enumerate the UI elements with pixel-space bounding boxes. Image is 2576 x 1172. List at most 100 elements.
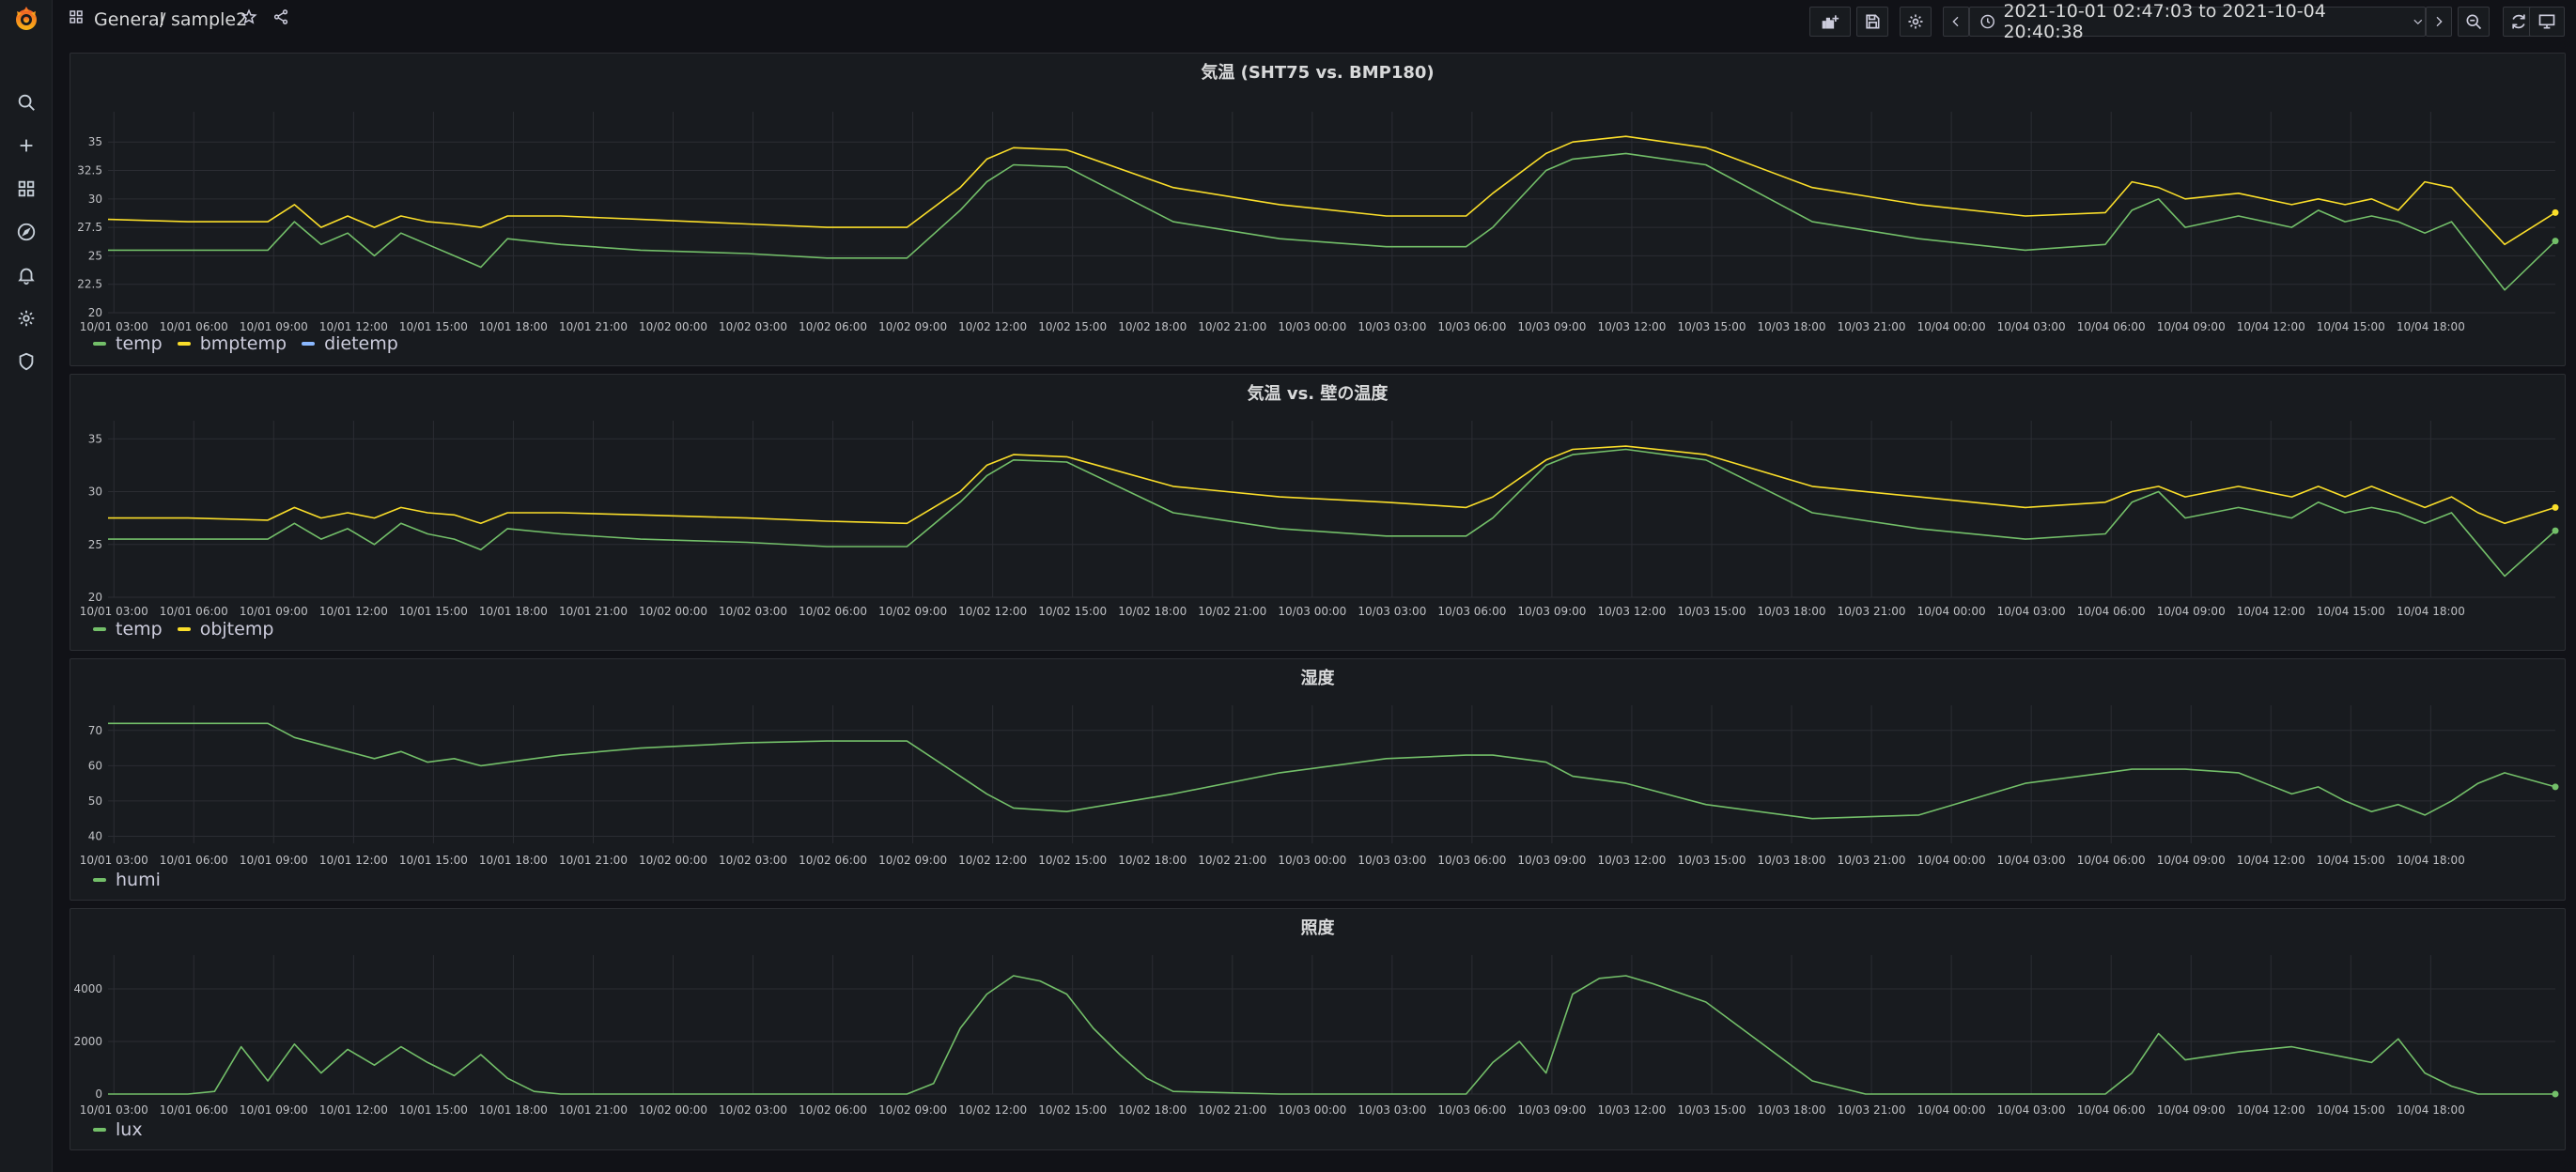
y-tick-label: 25	[88, 538, 102, 551]
zoom-out-button[interactable]	[2458, 7, 2490, 37]
x-tick-label: 10/04 00:00	[1917, 854, 1986, 867]
x-tick-label: 10/02 03:00	[719, 1103, 787, 1117]
panel-humidity[interactable]: 湿度 40 50 60 70 10/01 03:00 10/01 06:00 10/01 0…	[70, 658, 2566, 901]
explore-compass-icon[interactable]	[11, 217, 41, 247]
alerting-bell-icon[interactable]	[11, 260, 41, 290]
x-tick-label: 10/02 12:00	[958, 320, 1027, 333]
x-tick-label: 10/03 03:00	[1358, 605, 1426, 618]
legend-swatch	[93, 342, 106, 346]
x-tick-label: 10/03 12:00	[1597, 320, 1666, 333]
x-tick-label: 10/02 18:00	[1118, 1103, 1187, 1117]
x-tick-label: 10/01 03:00	[80, 605, 148, 618]
plus-icon[interactable]	[11, 131, 41, 161]
chart-temperature-sht75-bmp180[interactable]: 20 22.5 25 27.5 30 32.5 35 10/01 03:00 10/01 06:…	[70, 54, 2567, 367]
x-tick-label: 10/04 09:00	[2157, 854, 2226, 867]
clock-icon	[1980, 14, 1994, 29]
x-tick-label: 10/04 12:00	[2237, 320, 2305, 333]
share-icon[interactable]	[272, 8, 295, 31]
chart-humidity[interactable]: 40 50 60 70 10/01 03:00 10/01 06:00 10/01 09:0…	[70, 659, 2567, 902]
save-dashboard-button[interactable]	[1856, 7, 1888, 37]
panel-illuminance[interactable]: 照度 0 2000 4000 10/01 03:00 10/01 06:00 10/01 …	[70, 908, 2566, 1150]
x-tick-label: 10/02 03:00	[719, 320, 787, 333]
x-tick-label: 10/01 15:00	[399, 605, 468, 618]
grafana-logo-icon[interactable]	[11, 4, 41, 34]
time-shift-forward-button[interactable]	[2426, 7, 2452, 37]
dashboards-grid-icon[interactable]	[11, 174, 41, 204]
series-line-temp[interactable]	[108, 152, 2556, 291]
x-tick-label: 10/03 00:00	[1278, 320, 1346, 333]
legend-item-bmptemp[interactable]: bmptemp	[177, 333, 287, 354]
legend-item-objtemp[interactable]: objtemp	[177, 619, 273, 640]
x-tick-label: 10/02 21:00	[1198, 854, 1266, 867]
y-tick-label: 2000	[73, 1035, 102, 1048]
dashboard-title[interactable]: sample2	[171, 9, 248, 30]
series-last-point-bmptemp[interactable]	[2552, 208, 2559, 216]
x-tick-label: 10/01 18:00	[479, 320, 548, 333]
x-tick-label: 10/04 18:00	[2397, 854, 2465, 867]
star-icon[interactable]	[241, 8, 263, 31]
series-last-point-objtemp[interactable]	[2552, 503, 2559, 511]
series-last-point-temp[interactable]	[2552, 527, 2559, 534]
x-tick-label: 10/04 15:00	[2317, 854, 2385, 867]
x-tick-label: 10/04 15:00	[2317, 320, 2385, 333]
legend-item-temp[interactable]: temp	[93, 333, 163, 354]
x-tick-label: 10/02 09:00	[878, 605, 947, 618]
y-tick-label: 32.5	[77, 164, 102, 177]
legend: humi	[93, 870, 161, 890]
x-tick-label: 10/03 09:00	[1517, 605, 1586, 618]
y-tick-label: 70	[88, 724, 102, 737]
y-tick-label: 27.5	[77, 221, 102, 234]
x-tick-label: 10/01 21:00	[559, 605, 628, 618]
x-tick-label: 10/01 15:00	[399, 854, 468, 867]
breadcrumb-folder[interactable]: General	[94, 9, 164, 30]
chart-temperature-vs-wall[interactable]: 20 25 30 35 10/01 03:00 10/01 06:00 10/01 09:0…	[70, 375, 2567, 652]
tv-mode-button[interactable]	[2529, 7, 2565, 37]
legend-label: temp	[116, 619, 163, 640]
dashboard-grid-icon	[68, 8, 90, 31]
series-line-humi[interactable]	[108, 722, 2556, 820]
x-tick-label: 10/03 06:00	[1437, 854, 1506, 867]
x-tick-label: 10/02 09:00	[878, 1103, 947, 1117]
legend-item-dietemp[interactable]: dietemp	[302, 333, 398, 354]
legend-item-temp[interactable]: temp	[93, 619, 163, 640]
x-tick-label: 10/02 09:00	[878, 320, 947, 333]
legend-label: bmptemp	[199, 333, 287, 354]
legend-item-lux[interactable]: lux	[93, 1119, 143, 1140]
legend-label: dietemp	[324, 333, 398, 354]
x-tick-label: 10/04 03:00	[1997, 320, 2066, 333]
x-tick-label: 10/04 06:00	[2077, 1103, 2146, 1117]
x-tick-label: 10/03 06:00	[1437, 1103, 1506, 1117]
add-panel-button[interactable]	[1809, 7, 1851, 37]
panel-temperature-sht75-bmp180[interactable]: 気温 (SHT75 vs. BMP180) 20 22.5 25 27.5 30 32.5…	[70, 53, 2566, 366]
x-tick-label: 10/03 03:00	[1358, 320, 1426, 333]
x-tick-label: 10/03 15:00	[1678, 605, 1746, 618]
series-line-lux[interactable]	[108, 975, 2555, 1095]
search-icon[interactable]	[11, 87, 41, 117]
series-last-point-temp[interactable]	[2552, 238, 2559, 245]
x-tick-label: 10/03 00:00	[1278, 605, 1346, 618]
x-tick-label: 10/01 09:00	[240, 854, 308, 867]
x-tick-label: 10/03 15:00	[1678, 854, 1746, 867]
dashboard-settings-button[interactable]	[1900, 7, 1932, 37]
configuration-gear-icon[interactable]	[11, 303, 41, 333]
x-tick-label: 10/01 03:00	[80, 320, 148, 333]
series-line-objtemp[interactable]	[108, 445, 2556, 525]
time-shift-back-button[interactable]	[1943, 7, 1969, 37]
x-tick-label: 10/04 12:00	[2237, 854, 2305, 867]
chart-illuminance[interactable]: 0 2000 4000 10/01 03:00 10/01 06:00 10/01 09:…	[70, 909, 2567, 1151]
x-tick-label: 10/02 18:00	[1118, 605, 1187, 618]
legend-swatch	[302, 342, 316, 346]
server-admin-shield-icon[interactable]	[11, 347, 41, 377]
legend-swatch	[93, 627, 106, 631]
series-line-bmptemp[interactable]	[107, 135, 2556, 246]
series-last-point-humi[interactable]	[2552, 783, 2559, 791]
x-tick-label: 10/04 06:00	[2077, 605, 2146, 618]
x-tick-label: 10/03 18:00	[1758, 854, 1826, 867]
series-last-point-lux[interactable]	[2552, 1090, 2559, 1098]
panel-temperature-vs-wall[interactable]: 気温 vs. 壁の温度 20 25 30 35 10/01 03:00 10/01 06:…	[70, 374, 2566, 651]
series-line-temp[interactable]	[108, 448, 2556, 578]
time-range-picker[interactable]: 2021-10-01 02:47:03 to 2021-10-04 20:40:…	[1969, 1, 2426, 42]
x-tick-label: 10/02 15:00	[1038, 854, 1107, 867]
legend-item-humi[interactable]: humi	[93, 870, 161, 890]
